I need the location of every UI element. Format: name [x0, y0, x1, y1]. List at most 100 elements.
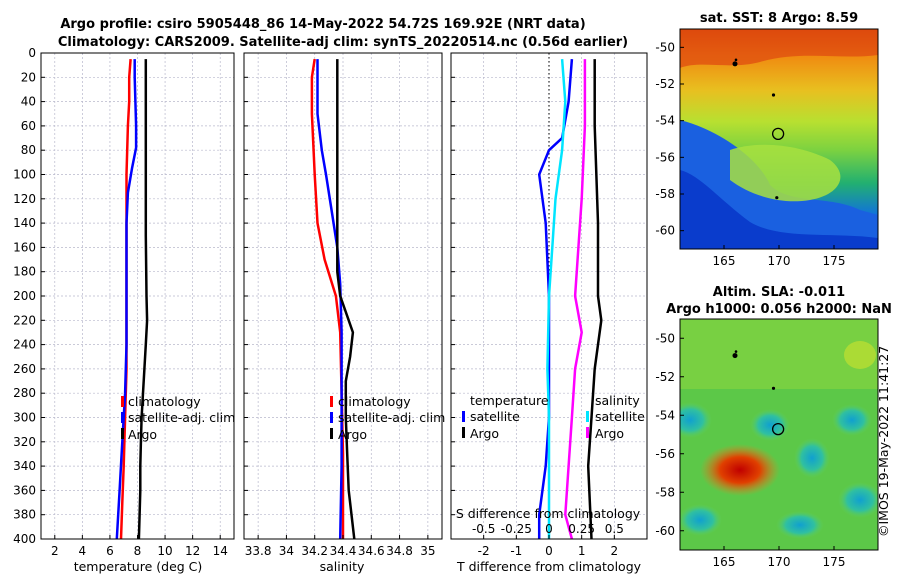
y-tick-label: 400: [13, 532, 36, 546]
sst-field: [680, 29, 878, 249]
legend-s-argo-swatch: [586, 427, 589, 438]
x-tick-label: 4: [79, 544, 87, 558]
x-tick-label: 175: [823, 555, 846, 569]
y-tick-label: -54: [655, 114, 675, 128]
legend-satellite-label: satellite-adj. clim: [128, 410, 235, 425]
x-tick-label: 12: [185, 544, 200, 558]
legend-climatology-swatch: [330, 396, 333, 407]
y-tick-label: 80: [21, 143, 36, 157]
argo-profile-marker: [771, 422, 785, 436]
prior-position-dot: [771, 386, 776, 390]
x-tick-label: 34.6: [358, 544, 385, 558]
float-track-marker: [734, 58, 738, 62]
legend-climatology-label: climatology: [128, 394, 201, 409]
y-tick-label: 240: [13, 338, 36, 352]
temperature-xlabel: temperature (deg C): [74, 559, 203, 574]
x-tick-label: 8: [134, 544, 142, 558]
sla-cold-eddy: [776, 511, 824, 539]
x-tick-label: 165: [713, 555, 736, 569]
sla-map-panel: Altim. SLA: -0.011 Argo h1000: 0.056 h20…: [655, 285, 891, 569]
series-s-satellite: [546, 59, 567, 539]
x-tick-label: -1: [510, 544, 522, 558]
series-argo: [137, 59, 149, 540]
legend-argo-label: Argo: [338, 427, 367, 442]
x-tick-label: 1: [578, 544, 586, 558]
temperature-grid: [41, 52, 234, 540]
sla-warm-eddy: [700, 444, 780, 496]
series-satellite-adj-clim: [316, 59, 343, 540]
prior-position-dot: [775, 196, 779, 200]
legend-satellite-label: satellite-adj. clim: [338, 410, 445, 425]
legend-climatology-swatch: [121, 396, 124, 407]
float-track-marker: [732, 353, 738, 359]
x-tick-label: 170: [768, 254, 791, 268]
sla-cold-eddy: [832, 404, 872, 436]
x-tick-label: 34.4: [330, 544, 357, 558]
y-tick-label: 180: [13, 265, 36, 279]
legend-t-satellite-label: satellite: [470, 409, 520, 424]
temperature-panel: climatology satellite-adj. clim Argo 0 20…: [13, 46, 235, 574]
x-tick-label: 175: [823, 254, 846, 268]
sla-cold-eddy: [750, 409, 790, 441]
s-diff-tick-label: 0: [545, 522, 553, 536]
difference-panel: temperature salinity satellite Argo sate…: [450, 52, 648, 574]
argo-profile-marker: [771, 127, 785, 141]
y-tick-label: 320: [13, 435, 36, 449]
y-tick-label: 300: [13, 411, 36, 425]
x-tick-label: 10: [157, 544, 172, 558]
salinity-panel: climatology satellite-adj. clim Argo 33.…: [243, 52, 445, 574]
y-tick-label: 260: [13, 362, 36, 376]
series-satellite-adj-clim: [115, 59, 138, 540]
sla-ticks: -50 -52 -54 -56 -58 -60 165 170 175: [655, 331, 845, 569]
s-difference-ticks: -0.5 -0.25 0 0.25 0.5: [472, 522, 624, 536]
sst-coldest-water: [680, 170, 878, 249]
s-difference-label: S difference from climatology: [456, 506, 641, 521]
y-tick-label: -52: [655, 77, 675, 91]
y-tick-label: 140: [13, 216, 36, 230]
legend-t-argo-swatch: [462, 427, 465, 438]
x-tick-label: 165: [713, 254, 736, 268]
x-tick-label: 170: [768, 555, 791, 569]
y-tick-label: -60: [655, 224, 675, 238]
difference-lines: [537, 59, 603, 540]
salinity-legend: climatology satellite-adj. clim Argo: [330, 394, 445, 442]
s-diff-tick-label: 0.5: [605, 522, 624, 536]
temperature-ticks: 0 20 40 60 80 100 120 140 160 180 200 220 240 260 280 3…: [13, 46, 228, 558]
y-tick-label: 200: [13, 289, 36, 303]
sla-field: [680, 319, 878, 550]
prior-position-dot: [771, 93, 776, 97]
legend-title-salinity: salinity: [595, 393, 640, 408]
difference-legend: temperature salinity satellite Argo sate…: [462, 393, 645, 441]
legend-s-satellite-label: satellite: [595, 409, 645, 424]
difference-ticks: -2 -1 0 1 2: [451, 52, 618, 558]
y-tick-label: 120: [13, 192, 36, 206]
sst-map-panel: sat. SST: 8 Argo: 8.59 -50 -52 -54 -56 -58 -6…: [655, 11, 879, 268]
x-tick-label: 6: [106, 544, 114, 558]
sla-high: [844, 341, 876, 369]
x-tick-label: 0: [545, 544, 553, 558]
float-track-marker: [732, 61, 738, 67]
sla-cold-eddy: [838, 482, 878, 518]
x-tick-label: 34.8: [386, 544, 413, 558]
x-tick-label: 33.8: [245, 544, 272, 558]
y-tick-label: 280: [13, 386, 36, 400]
sst-warm-north: [680, 29, 878, 68]
legend-argo-swatch: [121, 428, 124, 439]
series-s-argo: [564, 59, 587, 540]
x-tick-label: 14: [213, 544, 228, 558]
y-tick-label: 40: [21, 95, 36, 109]
sla-markers: [732, 350, 785, 436]
series-t-argo: [586, 59, 603, 540]
sla-cold-eddy: [680, 504, 722, 536]
sla-cold-eddy: [794, 438, 830, 478]
x-tick-label: 34: [279, 544, 294, 558]
y-tick-label: 360: [13, 483, 36, 497]
y-tick-label: 380: [13, 508, 36, 522]
sst-map-title: sat. SST: 8 Argo: 8.59: [700, 11, 858, 26]
salinity-lines: [310, 58, 356, 540]
legend-climatology-label: climatology: [338, 394, 411, 409]
legend-t-satellite-swatch: [462, 411, 465, 422]
legend-satellite-swatch: [330, 412, 333, 423]
difference-xlabel: T difference from climatology: [456, 559, 642, 574]
